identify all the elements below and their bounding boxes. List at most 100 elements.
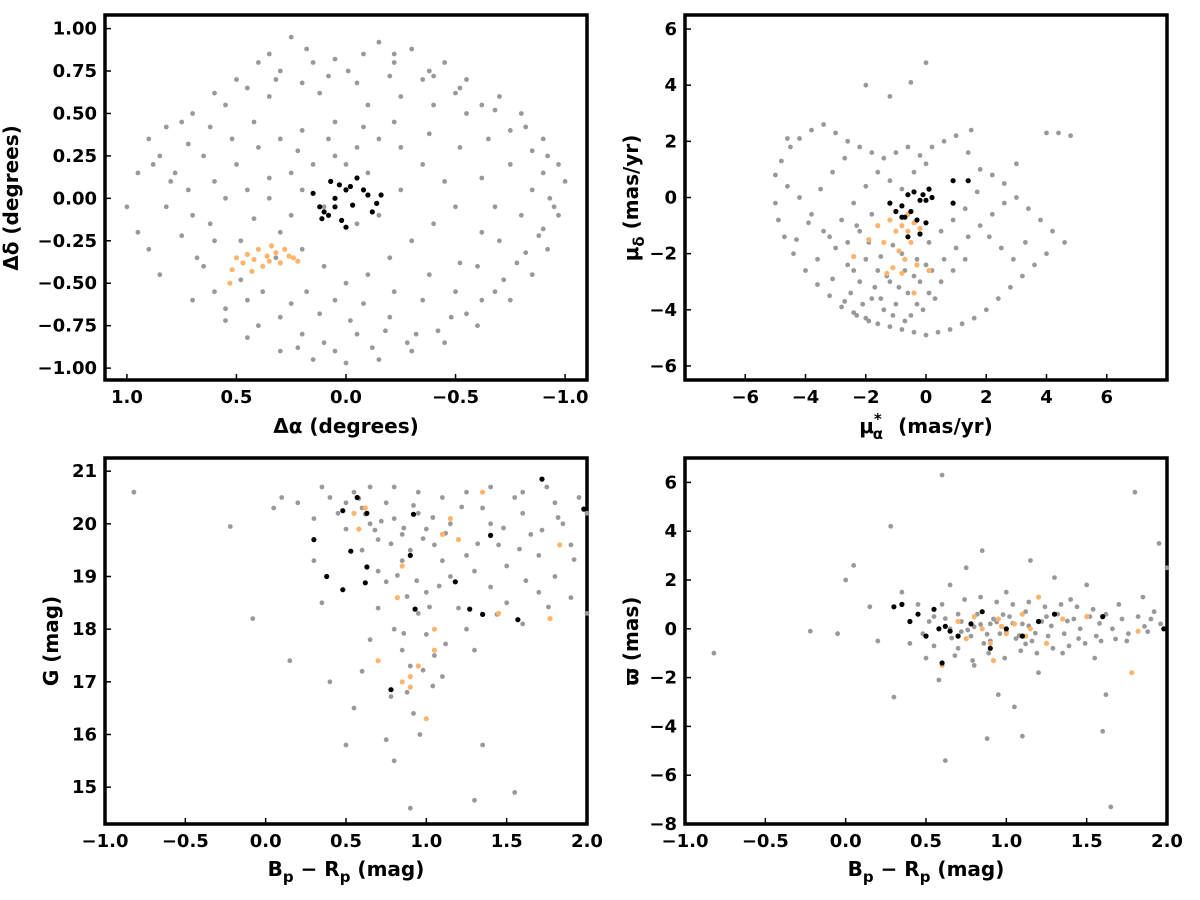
cmd_g-field-point — [584, 510, 590, 516]
sky-field-point — [398, 145, 404, 150]
sky-field-point — [343, 280, 349, 286]
cmd_plx-group-b-point — [923, 633, 929, 639]
cmd_g-field-point — [391, 484, 397, 490]
sky-group-a-point — [277, 260, 283, 266]
panel-cmd-g-xticks: −1.0 −0.5 0.0 0.5 1.0 1.5 2.0 — [82, 818, 603, 852]
pm-group-b-point — [908, 208, 914, 215]
pm-field-point — [905, 144, 911, 150]
sky-field-point — [234, 162, 239, 167]
cmd_g-field-point — [404, 594, 410, 599]
cmd_g-field-point — [520, 489, 526, 495]
cmd_g-field-point — [432, 653, 437, 658]
cmd_plx-field-point — [1084, 582, 1090, 588]
sky-field-point — [238, 277, 244, 283]
panel-cmd-plx-xlabel-mid: − R — [874, 857, 920, 881]
panel-pm-xticks: −6 −4 −2 0 2 4 6 — [731, 374, 1113, 408]
cmd_plx-field-point — [1007, 614, 1012, 619]
sky-group-b-point — [343, 187, 349, 193]
pm-field-point — [857, 279, 863, 285]
cmd_g-field-point — [430, 683, 436, 689]
cmd_plx-field-point — [1042, 604, 1048, 610]
cmd_plx-field-point — [807, 628, 813, 634]
cmd_g-group-b-point — [480, 611, 486, 618]
pm-field-point — [821, 228, 826, 234]
sky-field-point — [556, 212, 561, 218]
cmd_plx-field-point — [926, 619, 932, 624]
sky-field-point — [492, 204, 498, 210]
sky-field-point — [146, 136, 152, 142]
pm-group-a-point — [896, 248, 902, 254]
cmd_g-group-b-point — [362, 580, 368, 586]
cmd_plx-field-point — [1061, 631, 1067, 637]
cmd_g-group-a-point — [399, 563, 405, 569]
sky-field-point — [361, 301, 366, 306]
sky-group-b-point — [332, 204, 338, 210]
cmd_plx-field-point — [1151, 609, 1157, 615]
cmd_g-field-point — [432, 542, 437, 548]
sky-field-point — [201, 263, 207, 269]
sky-field-point — [420, 77, 426, 82]
cmd_plx-field-point — [971, 663, 977, 668]
cmd_g-group-b-point — [364, 564, 370, 570]
sky-group-b-point — [328, 178, 334, 184]
cmd_plx-field-point — [997, 631, 1003, 637]
sky-field-point — [562, 179, 568, 184]
cmd_plx-field-point — [1140, 594, 1146, 600]
cmd_g-field-point — [523, 578, 529, 584]
cmd_plx-field-point — [1013, 636, 1019, 641]
cmd_g-group-a-point — [431, 626, 437, 632]
pm-field-point — [923, 161, 929, 167]
sky-field-point — [288, 212, 294, 218]
sky-field-point — [391, 60, 397, 65]
pm-field-point — [1038, 217, 1043, 223]
sky-field-point — [185, 141, 191, 147]
panel-pm-xlabel-main: μ — [859, 414, 874, 438]
sky-field-point — [245, 297, 250, 303]
cmd_g-field-point — [464, 553, 469, 558]
sky-field-point — [448, 314, 454, 320]
cmd_plx-field-point — [1076, 636, 1081, 641]
panel-cmd-g-ylabel: G (mag) — [39, 596, 63, 686]
pm-field-point — [878, 254, 884, 259]
panel-sky-yticks: 1.00 0.75 0.50 0.25 0.00 −0.25 −0.50 −0.75 −1.00 — [38, 19, 111, 379]
cmd_g-xtick-label: 0.5 — [330, 831, 362, 852]
panel-cmd-g-xlabel-units: (mag) — [350, 857, 424, 881]
pm-group-b-point — [926, 186, 932, 192]
cmd_plx-group-a-point — [1027, 626, 1033, 632]
sky-field-point — [332, 348, 338, 354]
cmd_g-field-point — [420, 536, 426, 541]
sky-field-point — [260, 289, 266, 295]
sky-field-point — [288, 301, 294, 306]
sky-field-point — [168, 179, 174, 184]
cmd_g-field-point — [295, 500, 301, 506]
cmd_g-field-point — [475, 541, 481, 547]
cmd_plx-field-point — [907, 641, 913, 646]
cmd_plx-field-point — [1124, 638, 1130, 644]
sky-xtick-label: 0.0 — [330, 387, 362, 408]
cmd_g-field-point — [584, 611, 590, 616]
cmd_g-field-point — [496, 542, 501, 548]
sky-group-a-point — [251, 256, 257, 263]
panel-sky-points — [124, 34, 568, 366]
cmd_g-field-point — [401, 525, 407, 531]
panel-sky: 1.0 0.5 0.0 −0.5 −1.0 1.00 0.75 0.50 0.25 0.00 −0… — [0, 13, 589, 438]
sky-field-point — [146, 246, 152, 252]
sky-field-point — [529, 272, 535, 278]
panel-pm-points — [773, 60, 1073, 338]
cmd_g-field-point — [440, 674, 445, 679]
sky-field-point — [398, 94, 404, 99]
cmd_g-field-point — [327, 679, 333, 685]
sky-group-b-point — [369, 209, 375, 215]
pm-group-a-point — [911, 290, 917, 296]
cmd_plx-field-point — [1090, 606, 1096, 612]
sky-field-point — [475, 323, 480, 329]
sky-field-point — [321, 263, 327, 269]
cmd_plx-field-point — [1066, 643, 1072, 649]
cmd_g-field-point — [512, 790, 518, 795]
cmd_plx-group-a-point — [971, 614, 977, 620]
sky-field-point — [479, 175, 485, 181]
sky-field-point — [190, 111, 196, 116]
cmd_g-group-b-point — [388, 687, 394, 693]
cmd_plx-field-point — [994, 599, 1000, 605]
cmd_plx-field-point — [984, 736, 990, 741]
